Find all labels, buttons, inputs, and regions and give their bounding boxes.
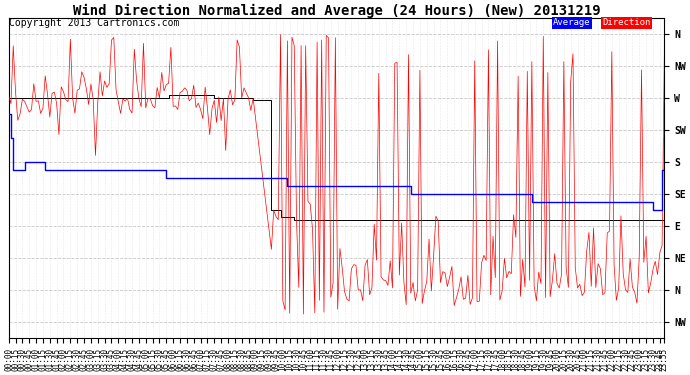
Text: Copyright 2013 Cartronics.com: Copyright 2013 Cartronics.com xyxy=(9,18,179,28)
Text: Direction: Direction xyxy=(603,18,651,27)
Text: Average: Average xyxy=(553,18,591,27)
Title: Wind Direction Normalized and Average (24 Hours) (New) 20131219: Wind Direction Normalized and Average (2… xyxy=(72,4,600,18)
